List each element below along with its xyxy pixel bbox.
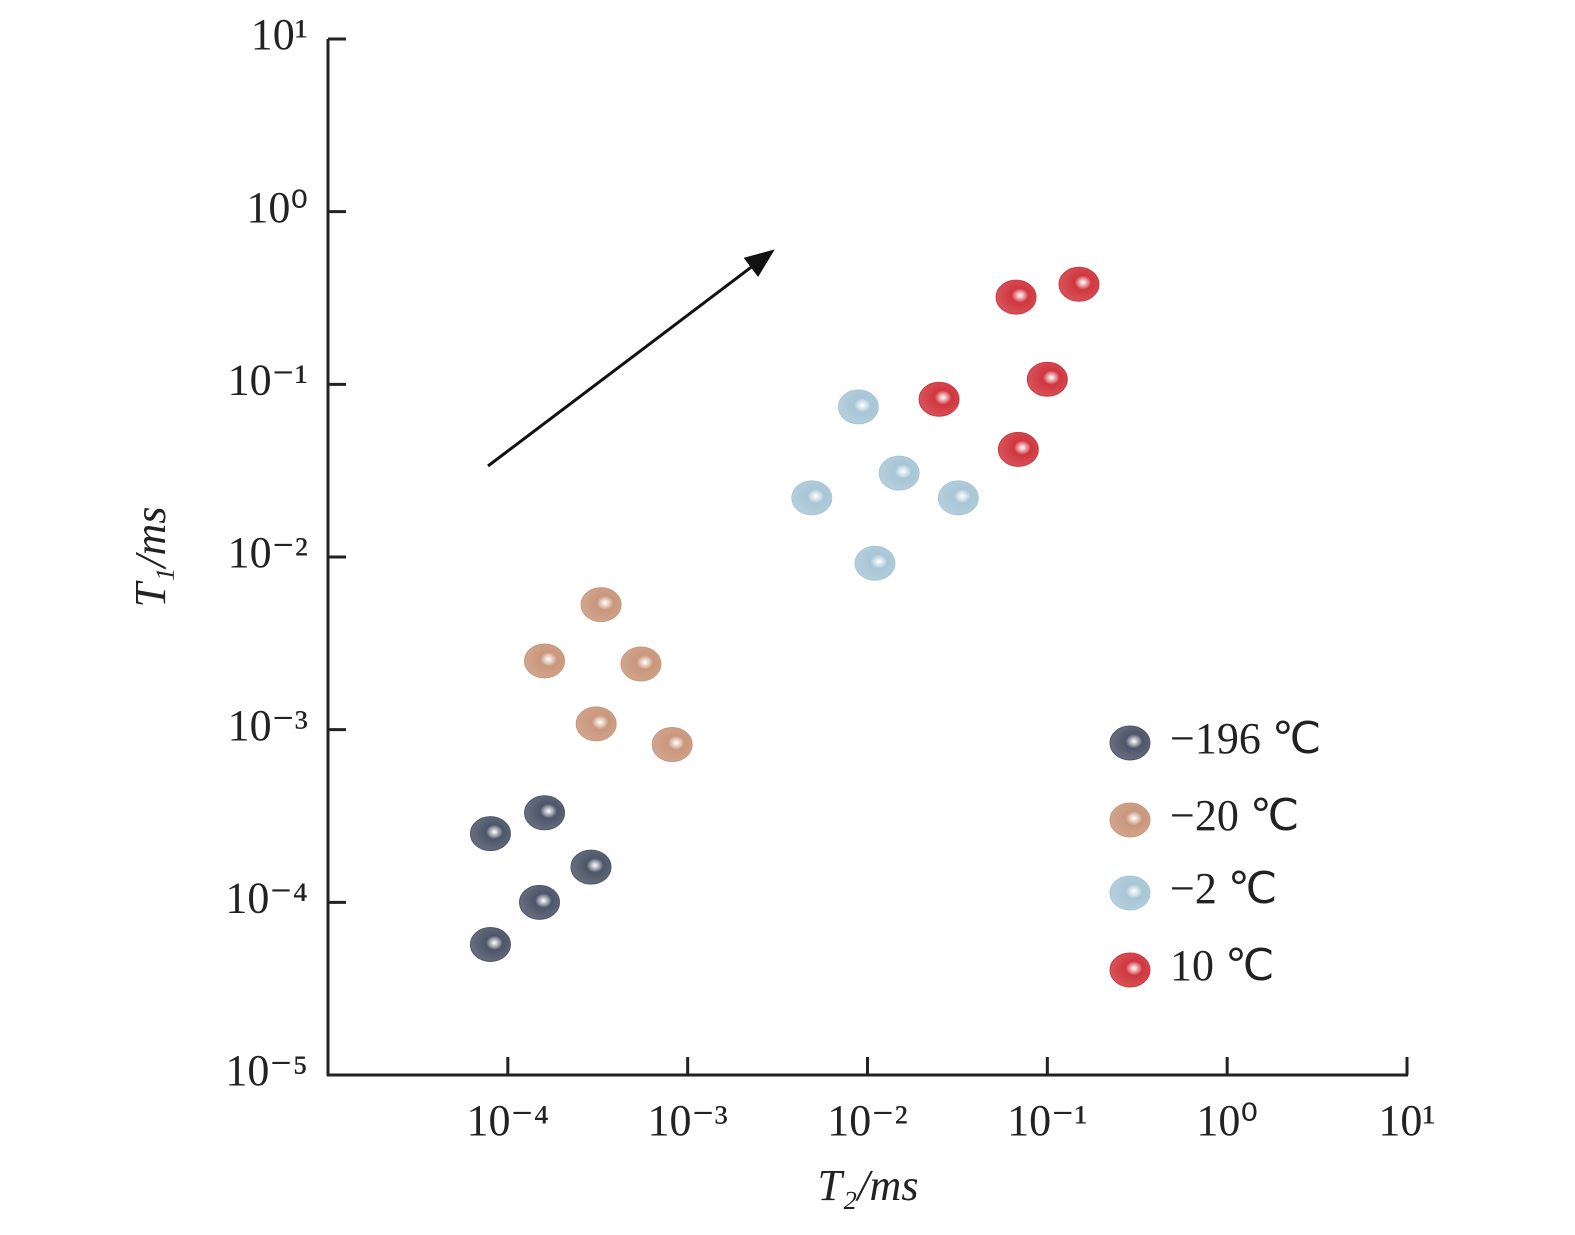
y-tick-label: 10⁻² xyxy=(228,528,308,577)
x-tick-label: 10⁰ xyxy=(1196,1096,1258,1145)
y-axis-title: T₁/ms xyxy=(126,507,175,608)
point xyxy=(937,480,979,516)
point xyxy=(651,727,693,763)
point xyxy=(854,545,896,581)
point xyxy=(1058,266,1100,302)
y-tick-label: 10⁻³ xyxy=(228,701,308,750)
x-axis-title: T₂/ms xyxy=(818,1161,919,1210)
legend-label: −20 ℃ xyxy=(1170,791,1299,840)
y-tick-label: 10⁻⁴ xyxy=(225,873,308,922)
legend-marker xyxy=(1109,952,1151,988)
legend-label: −2 ℃ xyxy=(1170,864,1277,913)
point xyxy=(469,816,511,852)
point xyxy=(791,480,833,516)
point xyxy=(997,431,1039,467)
y-tick-label: 10⁻⁵ xyxy=(225,1046,308,1095)
point xyxy=(1026,361,1068,397)
y-tick-label: 10⁰ xyxy=(246,183,308,232)
legend-label: −196 ℃ xyxy=(1170,714,1321,763)
point xyxy=(524,643,566,679)
point xyxy=(580,587,622,623)
point xyxy=(575,706,617,742)
x-tick-label: 10⁻⁴ xyxy=(467,1096,550,1145)
y-tick-label: 10⁻¹ xyxy=(228,355,308,404)
x-tick-label: 10⁻³ xyxy=(647,1096,727,1145)
point xyxy=(519,884,561,920)
point xyxy=(995,279,1037,315)
trend-arrow xyxy=(487,249,775,468)
x-tick-label: 10⁻¹ xyxy=(1007,1096,1087,1145)
y-tick-label: 10¹ xyxy=(251,10,308,59)
point xyxy=(469,926,511,962)
point xyxy=(918,381,960,417)
point xyxy=(570,849,612,885)
x-tick-label: 10¹ xyxy=(1378,1096,1435,1145)
point xyxy=(620,646,662,682)
legend-marker xyxy=(1109,875,1151,911)
legend-marker xyxy=(1109,802,1151,838)
legend-marker xyxy=(1109,725,1151,761)
point xyxy=(878,455,920,491)
x-tick-label: 10⁻² xyxy=(827,1096,907,1145)
legend-label: 10 ℃ xyxy=(1170,941,1274,990)
point xyxy=(837,389,879,425)
point xyxy=(524,795,566,831)
